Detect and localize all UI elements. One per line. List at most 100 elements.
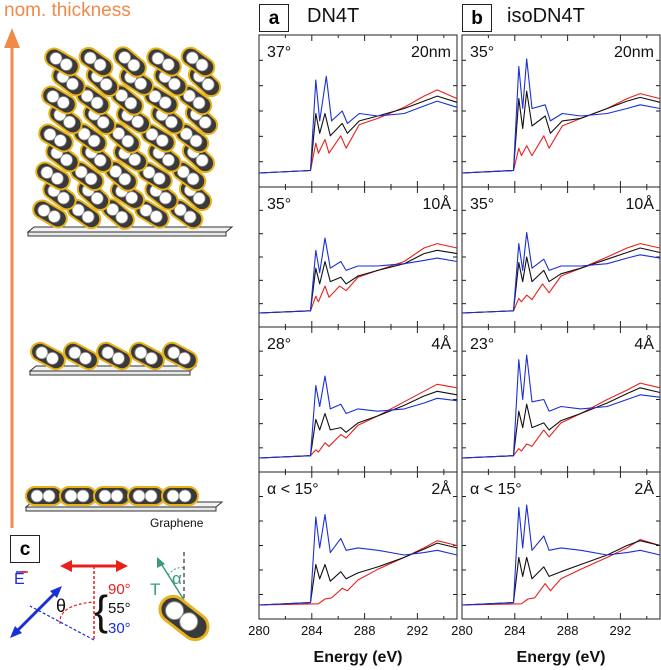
spectrum-line-red bbox=[461, 243, 661, 314]
molecule-20nm bbox=[180, 46, 216, 78]
spectrum-line-blue bbox=[461, 58, 661, 174]
thickness-arrow bbox=[4, 28, 20, 528]
molecule-2A bbox=[59, 486, 97, 506]
x-tick-label: 292 bbox=[407, 623, 429, 638]
molecule-4A bbox=[96, 341, 132, 371]
thickness-label: 4Å bbox=[634, 334, 654, 353]
spectrum-line-blue bbox=[461, 354, 661, 459]
e-vector-arrow bbox=[12, 588, 60, 636]
panel-a-label: a bbox=[259, 4, 289, 32]
alpha-label: α bbox=[172, 569, 182, 588]
alpha-label: 37° bbox=[267, 44, 291, 61]
thickness-label: 20nm bbox=[614, 44, 654, 61]
thickness-axis-label: nom. thickness bbox=[4, 0, 131, 21]
spectrum-line-blue bbox=[258, 75, 458, 174]
molecule-20nm bbox=[41, 85, 77, 115]
molecule-20nm bbox=[48, 103, 83, 135]
spectrum-line-red bbox=[258, 540, 458, 606]
spectrum-line-black bbox=[258, 542, 458, 606]
panel-c-schematic: E θ { 90° 55° 30° T α bbox=[10, 552, 210, 642]
angle-90: 90° bbox=[108, 581, 131, 598]
angle-55: 55° bbox=[108, 600, 131, 617]
molecule-4A bbox=[63, 341, 99, 371]
x-tick-label: 288 bbox=[557, 623, 579, 638]
spectrum-line-black bbox=[461, 387, 661, 459]
molecule-20nm bbox=[146, 47, 182, 77]
thickness-label: 20nm bbox=[411, 44, 451, 61]
spectrum-line-blue bbox=[258, 237, 458, 314]
substrate-20nm bbox=[26, 226, 234, 237]
molecule-20nm bbox=[69, 160, 105, 192]
thickness-label: 2Å bbox=[431, 479, 451, 498]
spectrum-line-blue bbox=[258, 514, 458, 606]
molecule-2A bbox=[161, 486, 199, 506]
molecule-20nm bbox=[44, 47, 80, 77]
molecule-20nm bbox=[110, 84, 144, 116]
spectrum-line-black bbox=[461, 90, 661, 174]
molecule-20nm bbox=[35, 161, 71, 191]
molecule-20nm bbox=[168, 198, 204, 230]
panel-c-label: c bbox=[10, 535, 40, 563]
alpha-label: 35° bbox=[470, 44, 494, 61]
panel-b-title: isoDN4T bbox=[507, 5, 585, 27]
molecule-20nm bbox=[171, 160, 207, 192]
x-tick-label: 284 bbox=[301, 623, 323, 638]
alpha-label: 28° bbox=[267, 336, 291, 353]
molecule-4A bbox=[162, 341, 198, 371]
thickness-label: 10Å bbox=[423, 194, 452, 213]
molecule-20nm bbox=[109, 180, 146, 210]
alpha-label: 35° bbox=[267, 196, 291, 213]
x-tick-label: 280 bbox=[451, 623, 473, 638]
molecule-20nm bbox=[76, 178, 111, 212]
spectrum-line-black bbox=[461, 247, 661, 314]
spectrum-line-blue bbox=[461, 231, 661, 314]
molecule-2A bbox=[25, 486, 63, 506]
molecule-4A bbox=[129, 341, 165, 371]
e-vector-label: E bbox=[14, 571, 25, 588]
angle-brace: { bbox=[94, 587, 108, 634]
thickness-label: 10Å bbox=[626, 194, 655, 213]
molecule-stacks bbox=[25, 46, 222, 506]
molecule-icon bbox=[158, 594, 210, 642]
x-axis-label: Energy (eV) bbox=[314, 649, 403, 666]
molecule-20nm bbox=[66, 198, 102, 230]
molecule-20nm bbox=[78, 46, 114, 78]
theta-label: θ bbox=[56, 596, 66, 616]
alpha-label: 35° bbox=[470, 196, 494, 213]
spectrum-line-black bbox=[258, 390, 458, 459]
angle-30: 30° bbox=[108, 620, 131, 637]
spectrum-line-red bbox=[258, 89, 458, 174]
panel-b-label: b bbox=[462, 4, 492, 32]
x-tick-label: 288 bbox=[354, 623, 376, 638]
molecule-20nm bbox=[107, 122, 141, 154]
spectrum-line-blue bbox=[258, 375, 458, 459]
molecule-2A bbox=[93, 486, 131, 506]
thickness-label: 2Å bbox=[634, 479, 654, 498]
spectrum-line-red bbox=[461, 382, 661, 459]
molecule-20nm bbox=[38, 123, 74, 153]
spectrum-line-red bbox=[461, 538, 661, 606]
spectra-grid: 37° 20nm 35° 10Å 28° 4Å α < 15° 2Å 280 284 288 292 E… bbox=[248, 34, 661, 666]
spectrum-line-red bbox=[461, 93, 661, 174]
molecule-20nm bbox=[32, 199, 68, 229]
molecule-4A bbox=[30, 341, 66, 371]
x-tick-label: 284 bbox=[504, 623, 526, 638]
t-vector-arrow bbox=[159, 561, 185, 601]
spectrum-line-red bbox=[258, 243, 458, 314]
alpha-label: α < 15° bbox=[470, 481, 522, 498]
x-tick-label: 292 bbox=[610, 623, 632, 638]
spectrum-line-black bbox=[461, 540, 661, 606]
t-vector-label: T bbox=[150, 580, 160, 599]
molecule-20nm bbox=[113, 46, 147, 78]
thickness-label: 4Å bbox=[431, 334, 451, 353]
spectrum-line-blue bbox=[461, 504, 661, 606]
spectrum-line-black bbox=[258, 249, 458, 314]
x-axis-label: Energy (eV) bbox=[517, 649, 606, 666]
panel-a-title: DN4T bbox=[307, 5, 360, 27]
x-tick-label: 280 bbox=[248, 623, 270, 638]
alpha-label: α < 15° bbox=[267, 481, 319, 498]
molecule-20nm bbox=[134, 199, 170, 229]
spectrum-line-black bbox=[258, 95, 458, 174]
spectrum-line-red bbox=[258, 383, 458, 459]
